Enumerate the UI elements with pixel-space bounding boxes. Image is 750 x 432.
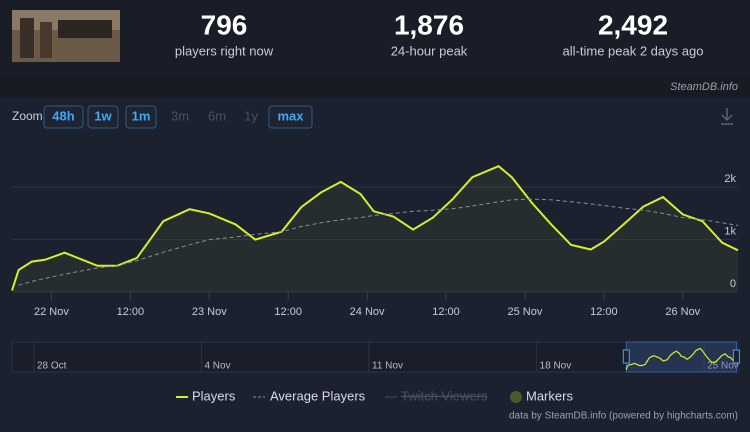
navigator-label: 4 Nov xyxy=(204,361,230,372)
download-icon[interactable] xyxy=(721,108,733,125)
stat-value: 2,492 xyxy=(598,9,668,40)
zoom-button-label: 1y xyxy=(244,108,258,123)
stat-value: 1,876 xyxy=(394,9,464,40)
zoom-button[interactable] xyxy=(125,105,157,129)
navigator-label: 11 Nov xyxy=(372,361,403,372)
navigator xyxy=(11,341,739,373)
x-tick-label: 23 Nov xyxy=(192,306,227,318)
stat-value: 796 xyxy=(201,9,248,40)
chart-bg xyxy=(0,97,750,432)
game-image xyxy=(12,10,120,62)
zoom-button-label[interactable]: 1w xyxy=(94,108,112,123)
zoom-button[interactable] xyxy=(268,105,313,129)
navigator-label: 18 Nov xyxy=(540,361,572,372)
navigator-label: 25 Nov xyxy=(707,361,739,372)
credits[interactable]: data by SteamDB.info (powered by highcha… xyxy=(509,411,738,422)
stat-label: players right now xyxy=(175,43,274,58)
navigator-handle[interactable] xyxy=(732,349,740,364)
zoom-button-label: 6m xyxy=(208,108,226,123)
zoom-button-label[interactable]: 1m xyxy=(132,108,151,123)
source-link[interactable]: SteamDB.info xyxy=(670,81,738,93)
area xyxy=(12,166,738,292)
zoom-label: Zoom xyxy=(12,109,43,123)
line xyxy=(18,198,739,286)
stat-label: all-time peak 2 days ago xyxy=(563,43,704,58)
x-tick-label: 25 Nov xyxy=(508,306,543,318)
legend-symbol xyxy=(510,391,522,403)
navigator-label: 28 Oct xyxy=(37,361,67,372)
zoom-button[interactable] xyxy=(87,105,119,129)
navigator-window xyxy=(625,341,737,373)
zoom-button-label: 3m xyxy=(171,108,189,123)
header-bg xyxy=(0,0,750,75)
x-tick-label: 26 Nov xyxy=(665,306,700,318)
legend-label[interactable]: Twitch Viewers xyxy=(401,388,488,403)
x-tick-label: 24 Nov xyxy=(350,306,385,318)
y-tick-label: 1k xyxy=(724,225,736,237)
x-tick-label: 12:00 xyxy=(590,306,618,318)
x-tick-label: 22 Nov xyxy=(34,306,69,318)
source-bar xyxy=(0,75,750,97)
stat-label: 24-hour peak xyxy=(391,43,468,58)
legend-label[interactable]: Players xyxy=(192,388,236,403)
y-tick-label: 2k xyxy=(724,173,736,185)
navigator-handle[interactable] xyxy=(622,349,630,364)
x-tick-label: 12:00 xyxy=(117,306,145,318)
line xyxy=(11,165,739,291)
legend-label[interactable]: Average Players xyxy=(270,388,366,403)
zoom-button[interactable] xyxy=(43,105,84,129)
zoom-button-label[interactable]: max xyxy=(277,108,304,123)
x-tick-label: 12:00 xyxy=(432,306,460,318)
navigator-line xyxy=(625,347,737,370)
zoom-button-label[interactable]: 48h xyxy=(52,108,74,123)
x-tick-label: 12:00 xyxy=(274,306,302,318)
legend-label[interactable]: Markers xyxy=(526,388,573,403)
y-tick-label: 0 xyxy=(730,278,736,290)
